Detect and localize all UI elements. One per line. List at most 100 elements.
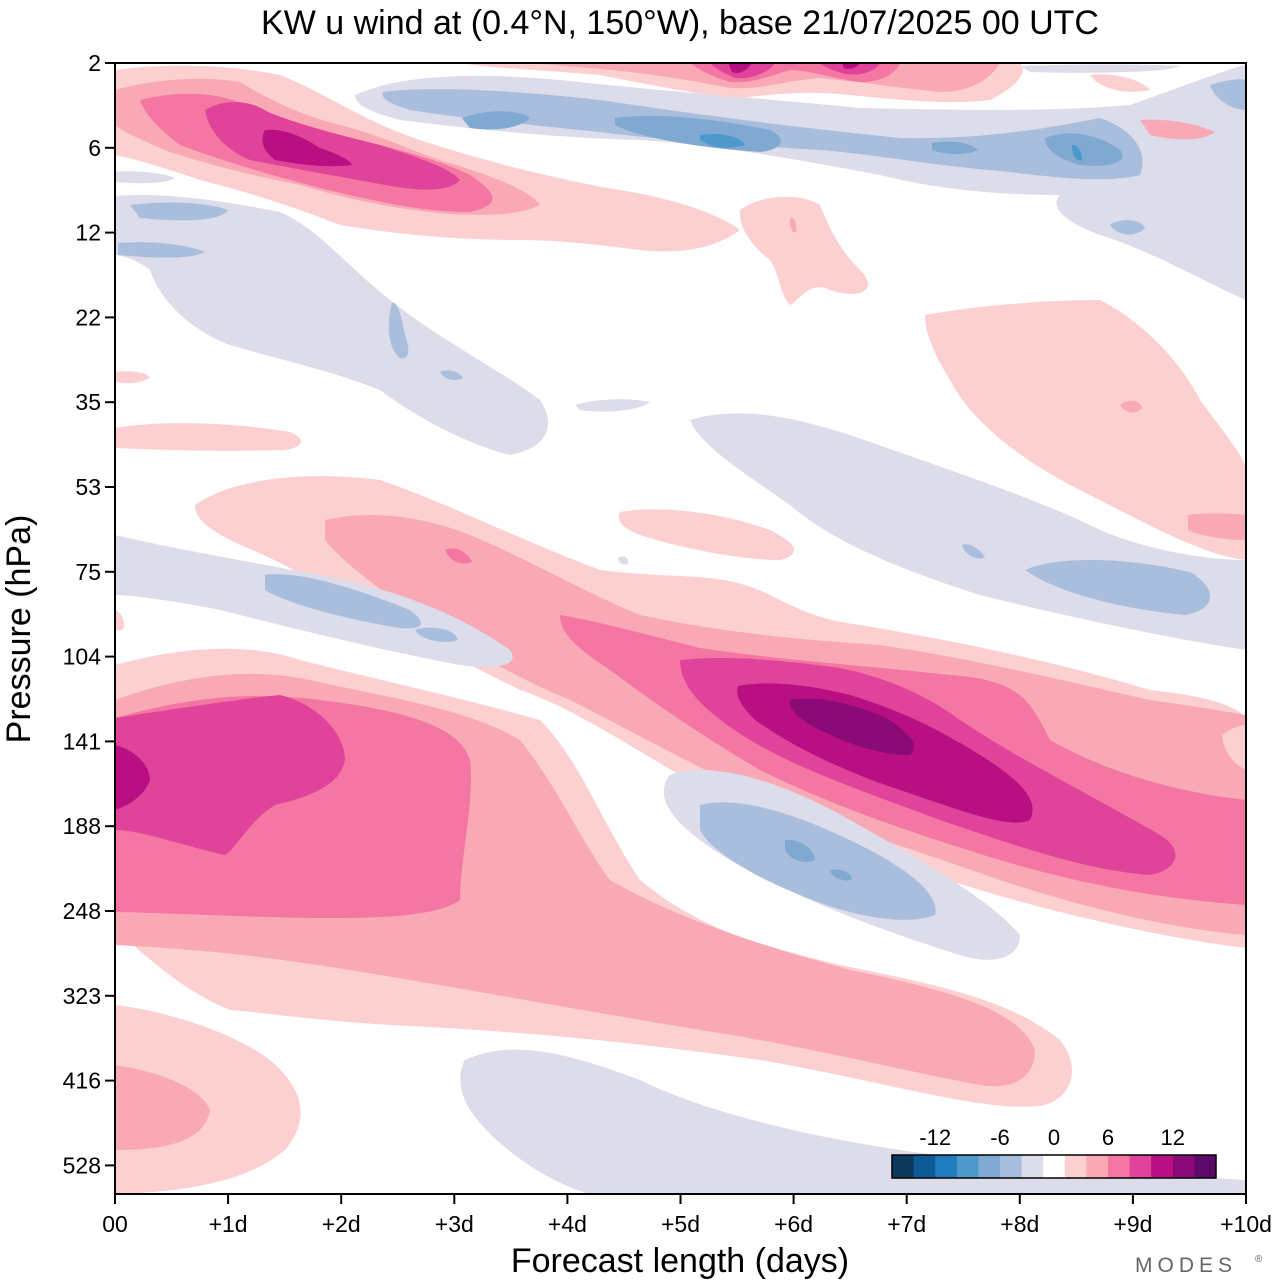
contour-pos-right-mid-1	[925, 300, 1246, 560]
contour-pos-mid-small	[618, 509, 794, 560]
contour-neg-upper-7	[1045, 133, 1123, 166]
contour-neg-upper-5	[700, 134, 745, 148]
contour-pos-lower-left-2	[115, 1065, 210, 1150]
contour-neg-upper-8	[1072, 144, 1082, 161]
contour-neg-75-dot	[618, 556, 629, 565]
contour-pos-left-22	[115, 371, 150, 384]
colorbar-swatch	[1129, 1155, 1152, 1178]
contour-neg-left-6	[115, 171, 175, 184]
contour-pos-right-upper	[1140, 119, 1215, 140]
colorbar-swatch	[1172, 1155, 1195, 1178]
colorbar-tick-label: 6	[1102, 1125, 1114, 1150]
contour-pos-upper-mid-2	[789, 217, 797, 233]
colorbar-swatch	[1086, 1155, 1109, 1178]
colorbar-swatch	[1021, 1155, 1044, 1178]
colorbar-swatch	[892, 1155, 915, 1178]
x-tick-label: +4d	[548, 1211, 587, 1237]
modes-logo: MODES ®	[1135, 1254, 1263, 1277]
contour-neg-lowstrat-5	[440, 370, 463, 380]
contour-neg-lowstrat-4	[388, 302, 409, 359]
contour-pos-upper-mid-1	[739, 196, 869, 305]
contour-neg-upper-10	[1210, 79, 1246, 110]
x-axis-label: Forecast length (days)	[511, 1242, 849, 1280]
contour-neg-lens-2	[700, 802, 936, 920]
x-tick-label: 00	[102, 1211, 128, 1237]
contour-pos-upper-4	[205, 101, 460, 190]
contour-pos-top-6	[728, 63, 752, 73]
contour-pos-trop-5	[115, 745, 150, 810]
colorbar-swatch	[1194, 1155, 1217, 1178]
contour-neg-strat-sliver	[575, 399, 650, 412]
y-tick-label: 75	[75, 559, 101, 585]
contour-neg-lower	[460, 1049, 1246, 1194]
contour-pos-top-7	[842, 63, 860, 69]
x-tick-label: +10d	[1220, 1211, 1272, 1237]
colorbar-tick-label: -12	[919, 1125, 951, 1150]
logo-registered-mark: ®	[1255, 1254, 1263, 1265]
x-axis: 00 +1d +2d +3d +4d +5d +6d +7d +8d +9d +10d	[102, 1194, 1272, 1237]
x-tick-label: +9d	[1113, 1211, 1152, 1237]
colorbar-tick-label: -6	[990, 1125, 1010, 1150]
y-tick-label: 248	[63, 898, 101, 924]
colorbar-swatch	[935, 1155, 958, 1178]
x-tick-label: +2d	[322, 1211, 361, 1237]
colorbar-swatch	[1064, 1155, 1087, 1178]
colorbar-swatch	[1108, 1155, 1131, 1178]
contour-neg-mid-right-2	[1025, 560, 1211, 615]
contour-pos-right-upper-2	[1090, 74, 1150, 92]
y-tick-label: 12	[75, 220, 101, 246]
y-tick-label: 104	[63, 644, 102, 670]
colorbar-frame	[891, 1154, 1217, 1179]
x-tick-label: +6d	[774, 1211, 813, 1237]
y-tick-label: 53	[75, 474, 101, 500]
y-axis-label: Pressure (hPa)	[0, 515, 38, 744]
colorbar-swatch	[1043, 1155, 1066, 1178]
contour-neg-lowstrat-2	[130, 202, 228, 221]
chart-title: KW u wind at (0.4°N, 150°W), base 21/07/…	[261, 4, 1099, 42]
contour-neg-mid-left-2	[265, 574, 421, 629]
x-tick-label: +1d	[209, 1211, 248, 1237]
contour-pos-left-35	[115, 423, 301, 451]
contour-pos-75-patch	[445, 548, 472, 564]
colorbar-swatch	[1000, 1155, 1023, 1178]
colorbar-swatch	[913, 1155, 936, 1178]
y-axis: 2 6 12 22 35 53 75 104 141 188 248 323 416 528	[63, 50, 115, 1178]
colorbar-swatch	[1151, 1155, 1174, 1178]
y-tick-label: 528	[63, 1152, 101, 1178]
colorbar: -12 -6 0 6 12	[891, 1125, 1217, 1179]
contour-neg-upper-9	[1110, 220, 1145, 235]
x-tick-label: +5d	[661, 1211, 700, 1237]
colorbar-tick-label: 12	[1161, 1125, 1185, 1150]
contour-pos-right-edge	[1222, 725, 1246, 770]
y-tick-label: 141	[63, 728, 101, 754]
y-tick-label: 323	[63, 983, 101, 1009]
y-tick-label: 6	[88, 135, 101, 161]
contour-neg-upper-3	[462, 111, 530, 130]
y-tick-label: 35	[75, 389, 101, 415]
x-tick-label: +3d	[435, 1211, 474, 1237]
x-tick-label: +8d	[1000, 1211, 1039, 1237]
colorbar-swatch	[956, 1155, 979, 1178]
logo-text: MODES	[1135, 1254, 1237, 1277]
colorbar-swatch	[978, 1155, 1001, 1178]
contour-neg-lens-3	[785, 839, 815, 862]
contour-neg-mid-right-3	[962, 544, 985, 559]
contour-pos-right-mid-3	[1120, 400, 1142, 413]
contour-pos-trop-4	[115, 695, 345, 855]
y-tick-label: 416	[63, 1068, 101, 1094]
colorbar-tick-label: 0	[1048, 1125, 1060, 1150]
contour-pos-lower-left-1	[115, 1005, 301, 1194]
contour-pos-jet-6	[789, 698, 914, 755]
y-tick-label: 188	[63, 813, 101, 839]
contour-pos-right-mid-2	[1188, 513, 1246, 540]
contour-neg-top-right	[1020, 64, 1180, 73]
y-tick-label: 2	[88, 50, 101, 76]
contour-pos-left-edge	[115, 610, 125, 631]
contour-field	[115, 63, 1246, 1194]
y-tick-label: 22	[75, 304, 101, 330]
contour-pos-top-5	[820, 63, 880, 75]
contour-pos-upper-5	[262, 129, 352, 167]
contour-neg-upper-6	[932, 141, 978, 155]
x-tick-label: +7d	[887, 1211, 926, 1237]
